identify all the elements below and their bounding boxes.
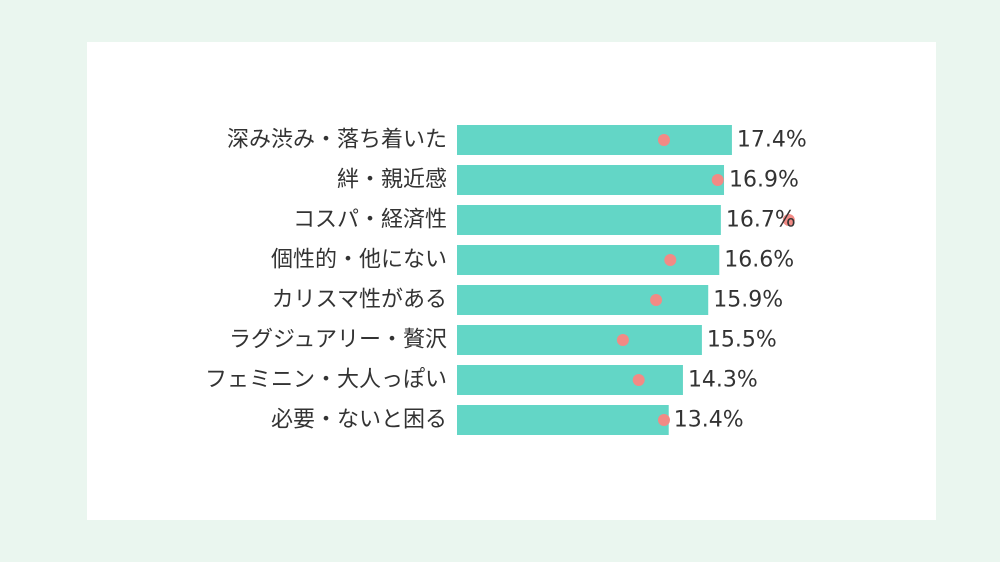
category-label-7: 必要・ないと困る (271, 408, 447, 433)
marker-6 (632, 374, 645, 386)
category-label-0: 深み渋み・落ち着いた (227, 128, 447, 153)
category-label-5: ラグジュアリー・贅沢 (229, 328, 447, 353)
value-label-6: 14.3% (688, 368, 758, 393)
value-label-4: 15.9% (713, 288, 783, 313)
marker-3 (664, 254, 677, 266)
value-label-0: 17.4% (737, 128, 807, 153)
bar-4 (457, 285, 709, 315)
category-label-4: カリスマ性がある (272, 288, 447, 313)
bar-6 (457, 365, 683, 395)
marker-4 (650, 294, 663, 306)
bar-3 (457, 245, 720, 275)
category-label-1: 絆・親近感 (337, 168, 447, 193)
marker-1 (711, 174, 724, 186)
bar-5 (457, 325, 702, 355)
markers-layer (616, 134, 795, 426)
value-label-2: 16.7% (726, 208, 796, 233)
value-label-7: 13.4% (674, 408, 744, 433)
value-label-1: 16.9% (729, 168, 799, 193)
bar-0 (457, 125, 732, 155)
bars-layer (457, 125, 732, 435)
marker-7 (657, 414, 670, 426)
marker-5 (616, 334, 629, 346)
chart-card (87, 42, 936, 520)
value-label-3: 16.6% (724, 248, 794, 273)
category-labels: 深み渋み・落ち着いた絆・親近感コスパ・経済性個性的・他にないカリスマ性があるラグ… (205, 128, 447, 433)
category-label-3: 個性的・他にない (271, 248, 447, 273)
category-label-6: フェミニン・大人っぽい (205, 368, 447, 393)
marker-0 (657, 134, 670, 146)
bar-2 (457, 205, 721, 235)
value-labels: 17.4% 16.9% 16.7% 16.6% 15.9% 15.5% 14.3% 13.4% (674, 128, 807, 433)
value-label-5: 15.5% (707, 328, 777, 353)
bar-7 (457, 405, 669, 435)
category-label-2: コスパ・経済性 (293, 208, 447, 233)
marker-2 (782, 214, 795, 226)
bar-1 (457, 165, 725, 195)
